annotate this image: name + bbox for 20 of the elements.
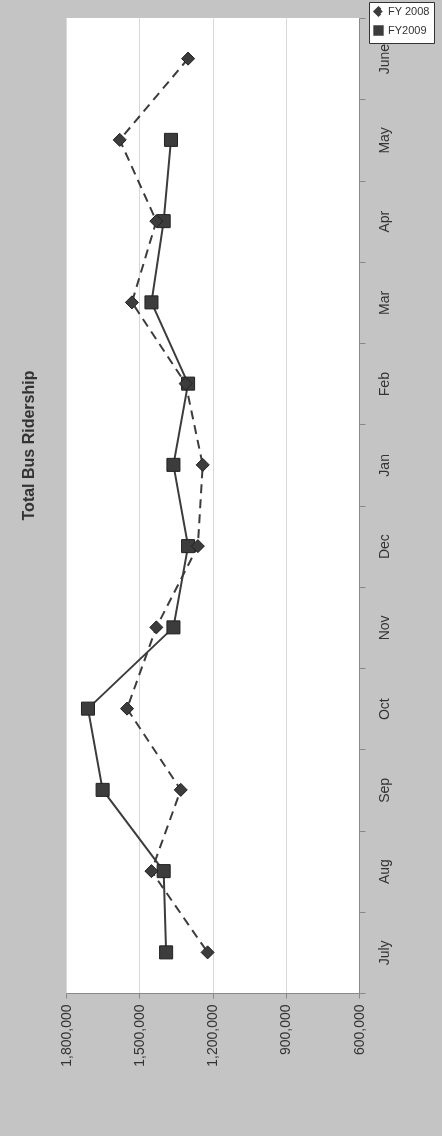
text: Total Bus Ridership xyxy=(20,370,37,521)
y-tick-label: Nov xyxy=(375,615,392,641)
x-tick-label: 900,000 xyxy=(277,1004,294,1056)
y-tick-label: May xyxy=(375,127,392,154)
y-tick-label: Jan xyxy=(375,454,392,477)
legend-label: FY2009 xyxy=(388,23,427,36)
y-tick-label: July xyxy=(375,940,392,966)
y-tick-label: Dec xyxy=(375,534,392,560)
x-tick-label: 1,800,000 xyxy=(57,1004,74,1067)
y-tick-label: Sep xyxy=(375,777,392,803)
y-tick-label: June xyxy=(375,43,392,75)
y-tick-label: Apr xyxy=(375,210,392,233)
y-tick-label: Mar xyxy=(375,290,392,315)
legend-label: FY 2008 xyxy=(388,4,430,17)
y-tick-label: Oct xyxy=(375,698,392,721)
y-tick-label: Aug xyxy=(375,859,392,885)
x-tick-label: 600,000 xyxy=(350,1004,367,1056)
x-tick-label: 1,500,000 xyxy=(130,1004,147,1067)
y-tick-label: Feb xyxy=(375,371,392,397)
x-tick-label: 1,200,000 xyxy=(204,1004,220,1067)
